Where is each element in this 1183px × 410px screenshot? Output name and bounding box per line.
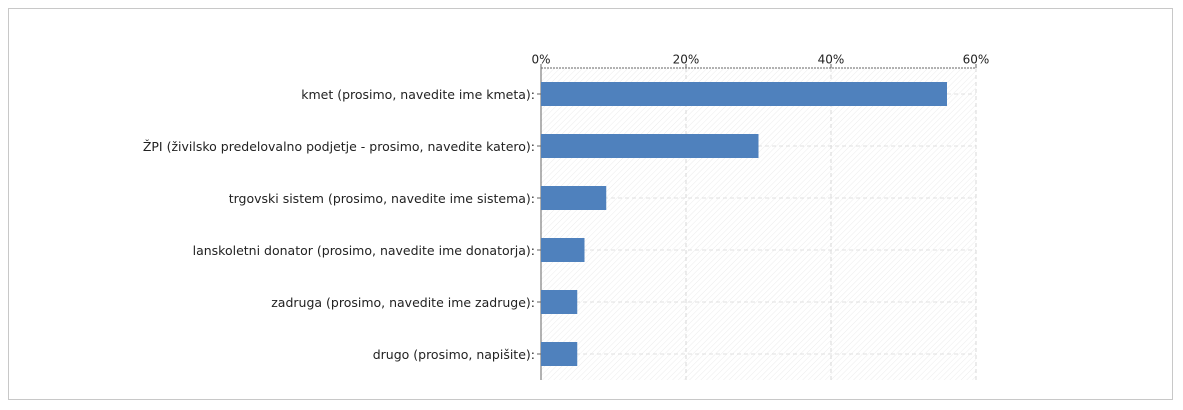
bar (541, 342, 578, 366)
plot-background (541, 68, 976, 380)
category-label: ŽPI (živilsko predelovalno podjetje - pr… (142, 138, 535, 154)
frame (8, 8, 1173, 400)
category-label: zadruga (prosimo, navedite ime zadruge): (271, 294, 535, 310)
category-label: kmet (prosimo, navedite ime kmeta): (301, 86, 535, 102)
x-tick-label: 20% (673, 53, 700, 67)
category-label: lanskoletni donator (prosimo, navedite i… (192, 242, 535, 258)
bar (541, 290, 578, 314)
bar (541, 134, 759, 158)
bar (541, 186, 607, 210)
bar (541, 238, 585, 262)
x-tick-label: 0% (531, 53, 550, 67)
x-tick-label: 40% (818, 53, 845, 67)
category-label: drugo (prosimo, napišite): (372, 346, 535, 362)
bar (541, 82, 947, 106)
x-tick-label: 60% (963, 53, 990, 67)
category-label: trgovski sistem (prosimo, navedite ime s… (228, 190, 535, 206)
